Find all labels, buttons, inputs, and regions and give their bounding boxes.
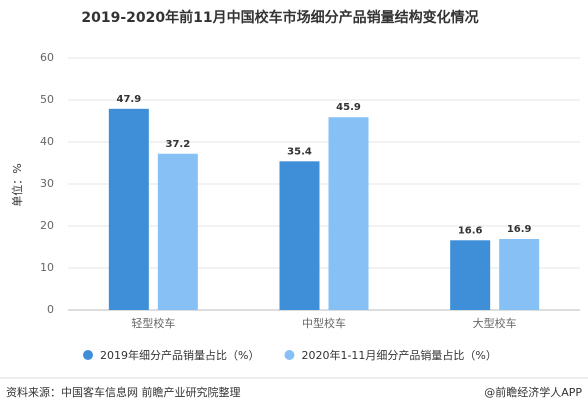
value-label: 16.9 xyxy=(507,224,532,235)
x-tick-label: 轻型校车 xyxy=(131,316,175,330)
y-tick-label: 0 xyxy=(47,303,54,316)
y-tick-label: 40 xyxy=(40,135,54,148)
y-tick-label: 50 xyxy=(40,93,54,106)
value-label: 37.2 xyxy=(165,139,190,150)
source: 资料来源：中国客车信息网 前瞻产业研究院整理 xyxy=(6,385,241,399)
y-tick-label: 60 xyxy=(40,51,54,64)
bar xyxy=(328,117,369,310)
legend-label: 2020年1-11月细分产品销量占比（%） xyxy=(301,348,496,362)
y-tick-label: 10 xyxy=(40,261,54,274)
bar xyxy=(279,161,320,310)
bar xyxy=(108,108,149,310)
chart-title: 2019-2020年前11月中国校车市场细分产品销量结构变化情况 xyxy=(81,9,478,26)
credit: @前瞻经济学人APP xyxy=(484,385,582,399)
bar xyxy=(157,153,198,310)
bar xyxy=(450,240,491,310)
x-tick-label: 中型校车 xyxy=(302,316,346,330)
value-label: 35.4 xyxy=(287,146,312,157)
value-label: 16.6 xyxy=(458,225,483,236)
value-label: 47.9 xyxy=(116,94,141,105)
legend-marker xyxy=(284,350,295,360)
x-tick-label: 大型校车 xyxy=(473,316,517,330)
legend-marker xyxy=(83,350,93,360)
value-label: 45.9 xyxy=(336,102,361,113)
legend-label: 2019年细分产品销量占比（%） xyxy=(100,348,259,362)
y-tick-label: 20 xyxy=(40,219,54,232)
y-axis-label: 单位：% xyxy=(10,163,24,206)
bar xyxy=(499,239,540,310)
y-tick-label: 30 xyxy=(40,177,54,190)
